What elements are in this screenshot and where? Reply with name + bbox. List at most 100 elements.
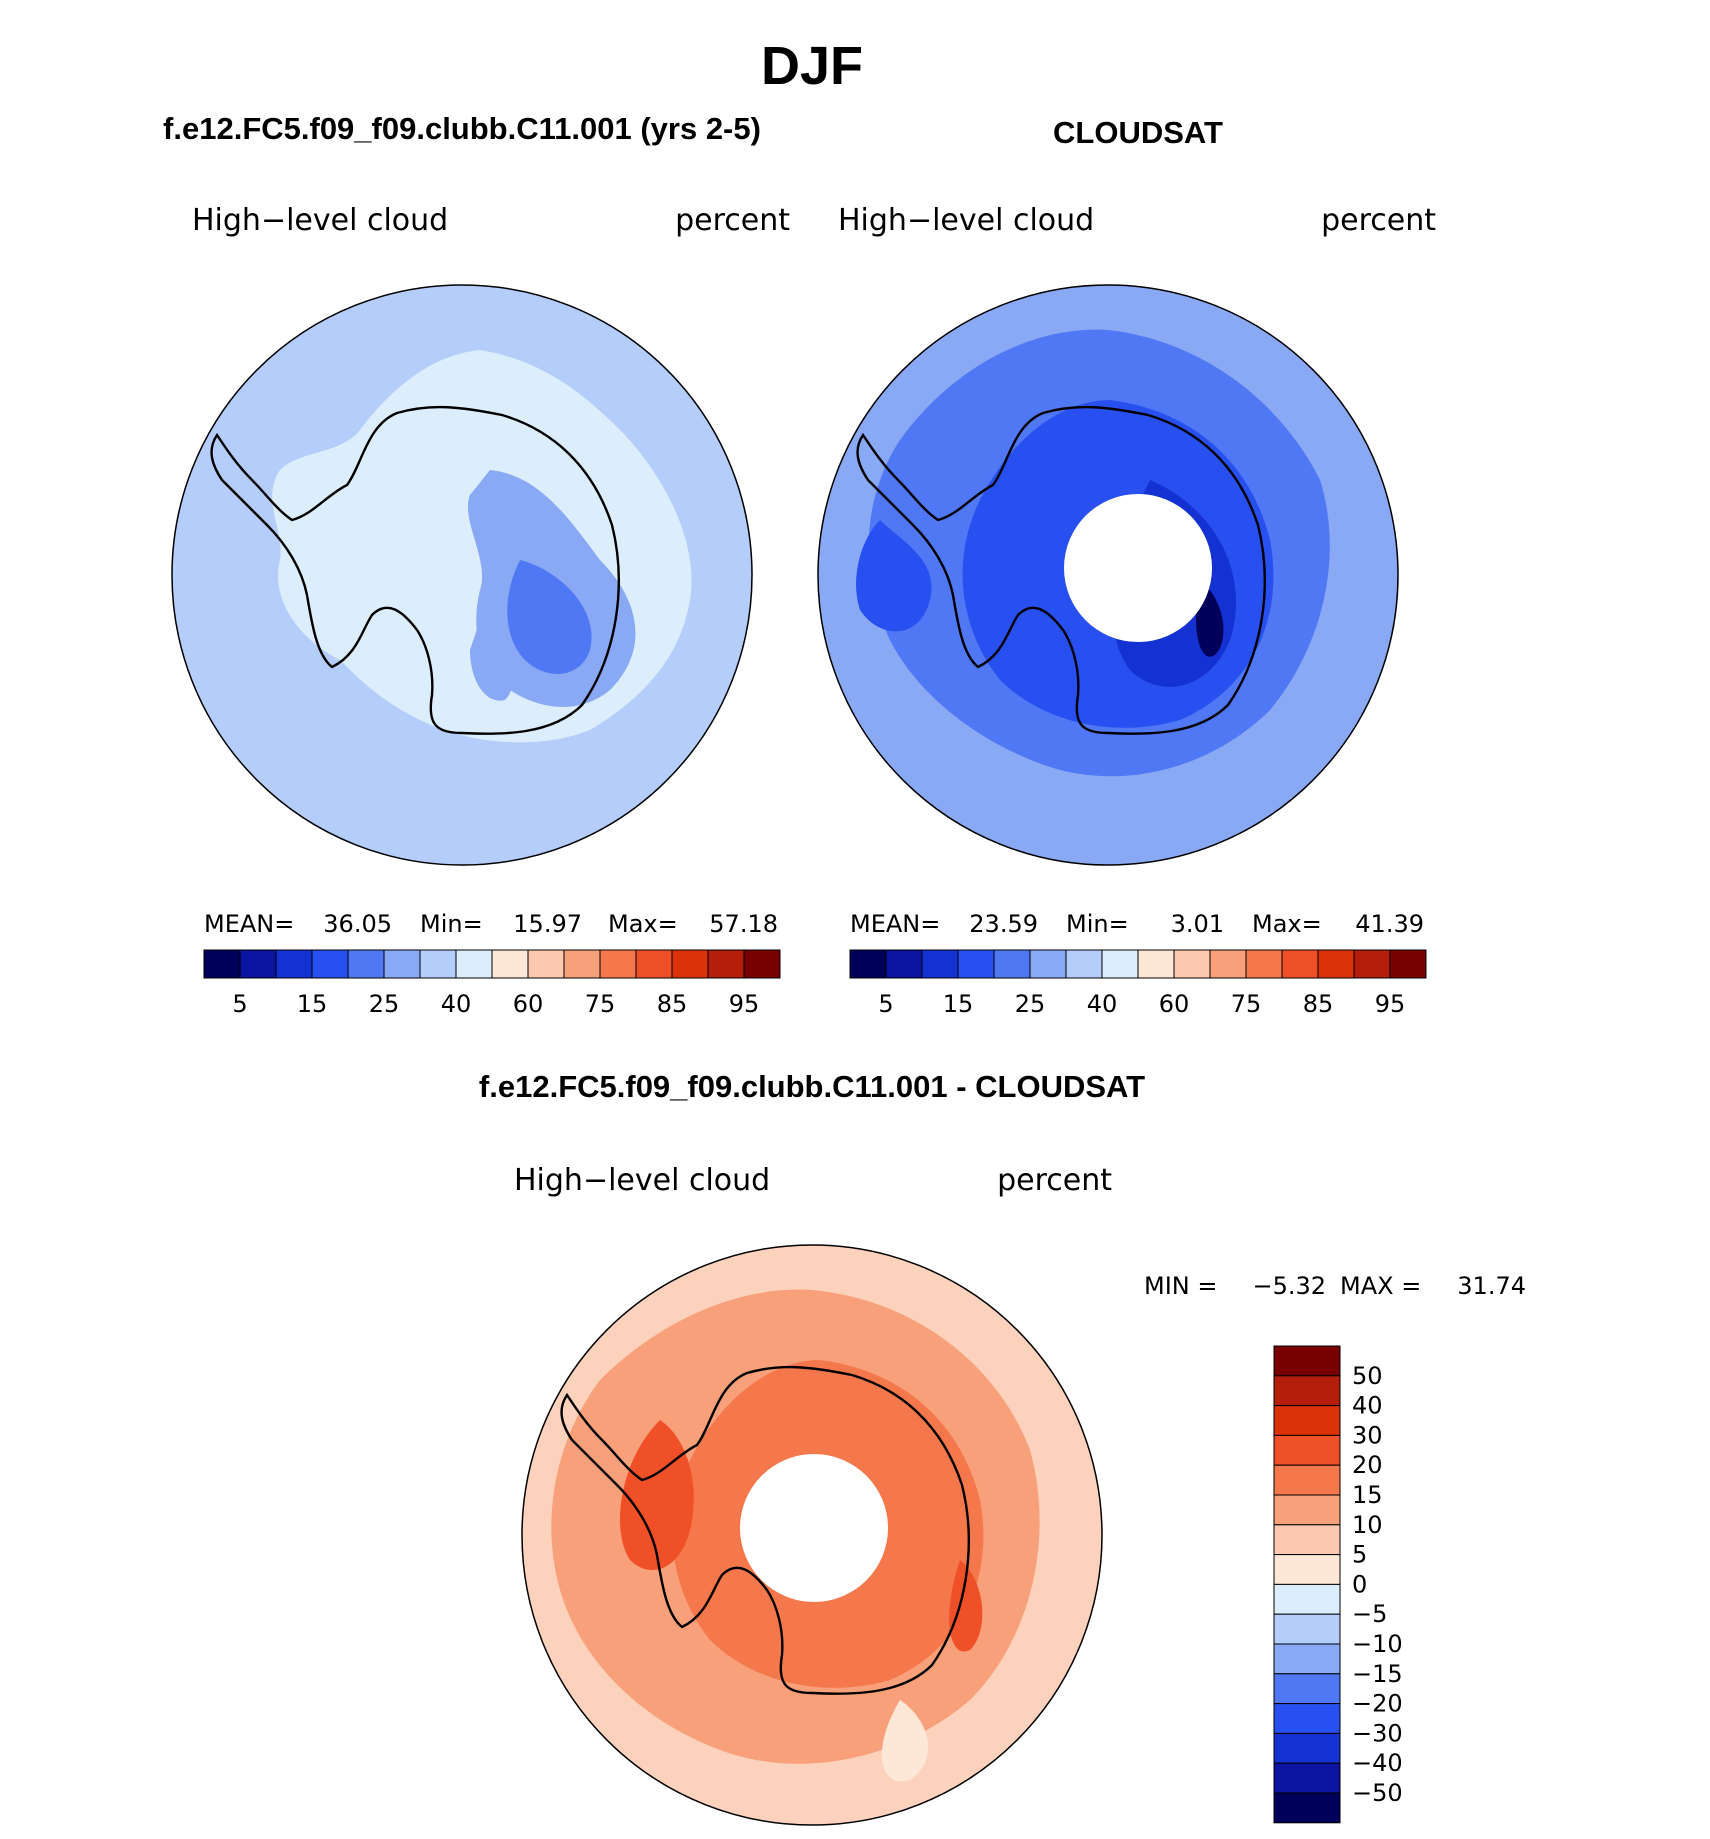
obs-colorbar-tick-label: 75 [1231,990,1262,1018]
obs-colorbar-swatch [1137,949,1175,979]
obs-colorbar-tick-label: 15 [943,990,974,1018]
model-colorbar-swatch [743,949,781,979]
model-colorbar-swatch [347,949,385,979]
model-colorbar-tick-label: 5 [232,990,247,1018]
model-colorbar-tick-label: 15 [297,990,328,1018]
obs-colorbar-swatch [1245,949,1283,979]
diff-colorbar-swatch [1273,1762,1341,1794]
diff-blank-pole [740,1454,888,1602]
obs-colorbar-tick-label: 5 [878,990,893,1018]
model-polar-map [172,285,752,865]
obs-panel-title: CLOUDSAT [1053,115,1223,150]
diff-colorbar-tick-label: −15 [1352,1660,1403,1688]
diff-colorbar-tick-label: −10 [1352,1630,1403,1658]
model-colorbar-swatch [599,949,637,979]
model-colorbar-swatch [635,949,673,979]
obs-colorbar-tick-label: 85 [1303,990,1334,1018]
diff-colorbar-tick-label: 15 [1352,1481,1383,1509]
model-colorbar-swatch [563,949,601,979]
obs-colorbar-swatch [1101,949,1139,979]
obs-max-label: Max= [1252,910,1322,938]
model-contour-deep [507,560,592,674]
model-colorbar-swatch [311,949,349,979]
diff-units-label: percent [997,1163,1112,1198]
obs-colorbar-swatch [1281,949,1319,979]
model-variable-label: High−level cloud [192,203,448,238]
obs-colorbar-swatch [849,949,887,979]
page-title: DJF [761,36,863,96]
diff-colorbar-swatch [1273,1732,1341,1764]
diff-colorbar-swatch [1273,1375,1341,1407]
model-colorbar-swatch [203,949,241,979]
diff-max-label: MAX = [1340,1272,1421,1300]
model-max-value: 57.18 [709,910,778,938]
model-mean-value: 36.05 [323,910,392,938]
model-map-border [171,284,753,866]
diff-colorbar-tick-label: 5 [1352,1541,1367,1569]
obs-colorbar-swatch [993,949,1031,979]
model-colorbar: 5 15 25 40 60 75 85 95 [203,949,781,1018]
obs-colorbar: 5 15 25 40 60 75 85 95 [849,949,1427,1018]
model-contour-west [470,620,514,701]
obs-blank-pole [1064,494,1212,642]
model-mean-label: MEAN= [204,910,294,938]
model-colorbar-swatch [527,949,565,979]
diff-colorbar-swatch [1273,1464,1341,1496]
diff-colorbar-swatch [1273,1434,1341,1466]
obs-colorbar-swatch [921,949,959,979]
diff-contour-peak [949,1560,983,1652]
obs-colorbar-swatch [1317,949,1355,979]
obs-colorbar-swatch [1065,949,1103,979]
diff-colorbar-tick-label: −30 [1352,1719,1403,1747]
diff-colorbar-swatch [1273,1524,1341,1556]
obs-colorbar-swatch [957,949,995,979]
model-colorbar-swatch [239,949,277,979]
diff-colorbar-tick-label: −20 [1352,1690,1403,1718]
diff-colorbar-tick-label: −40 [1352,1749,1403,1777]
obs-panel: CLOUDSAT High−level cloud percent MEAN= … [817,115,1436,1018]
model-panel-title: f.e12.FC5.f09_f09.clubb.C11.001 (yrs 2-5… [163,111,761,146]
diff-panel-title: f.e12.FC5.f09_f09.clubb.C11.001 - CLOUDS… [479,1069,1145,1104]
diff-colorbar-tick-label: 40 [1352,1392,1383,1420]
diff-map-border [521,1244,1103,1826]
obs-colorbar-swatch [885,949,923,979]
obs-colorbar-tick-label: 60 [1159,990,1190,1018]
model-colorbar-tick-label: 75 [585,990,616,1018]
obs-min-label: Min= [1066,910,1129,938]
diff-colorbar-swatch [1273,1345,1341,1377]
diff-colorbar-swatch [1273,1792,1341,1824]
diff-colorbar-swatch [1273,1613,1341,1645]
diff-colorbar-swatch [1273,1405,1341,1436]
model-colorbar-swatch [491,949,529,979]
obs-colorbar-swatch [1353,949,1391,979]
obs-mean-value: 23.59 [969,910,1038,938]
diff-colorbar-tick-label: 20 [1352,1451,1383,1479]
diff-contour-weak [881,1700,929,1782]
model-colorbar-tick-label: 40 [441,990,472,1018]
obs-colorbar-swatch [1173,949,1211,979]
model-colorbar-swatch [455,949,493,979]
diff-panel: f.e12.FC5.f09_f09.clubb.C11.001 - CLOUDS… [479,1069,1526,1826]
diff-colorbar-tick-label: 30 [1352,1421,1383,1449]
diff-colorbar-swatch [1273,1494,1341,1526]
model-min-value: 15.97 [513,910,582,938]
diff-polar-map [522,1245,1102,1825]
obs-colorbar-swatch [1029,949,1067,979]
model-colorbar-swatch [707,949,745,979]
diff-colorbar-swatch [1273,1673,1341,1705]
diff-colorbar-tick-label: 10 [1352,1511,1383,1539]
model-colorbar-swatch [671,949,709,979]
diff-colorbar-swatch [1273,1643,1341,1675]
diff-colorbar-swatch [1273,1703,1341,1734]
diff-colorbar-swatch [1273,1583,1341,1615]
diff-colorbar-tick-label: −5 [1352,1600,1387,1628]
diff-contour-high [620,1420,694,1570]
diff-variable-label: High−level cloud [514,1163,770,1198]
obs-polar-map [818,285,1398,865]
obs-max-value: 41.39 [1355,910,1424,938]
diff-colorbar-swatch [1273,1554,1341,1585]
obs-colorbar-swatch [1209,949,1247,979]
diff-colorbar-tick-label: −50 [1352,1779,1403,1807]
